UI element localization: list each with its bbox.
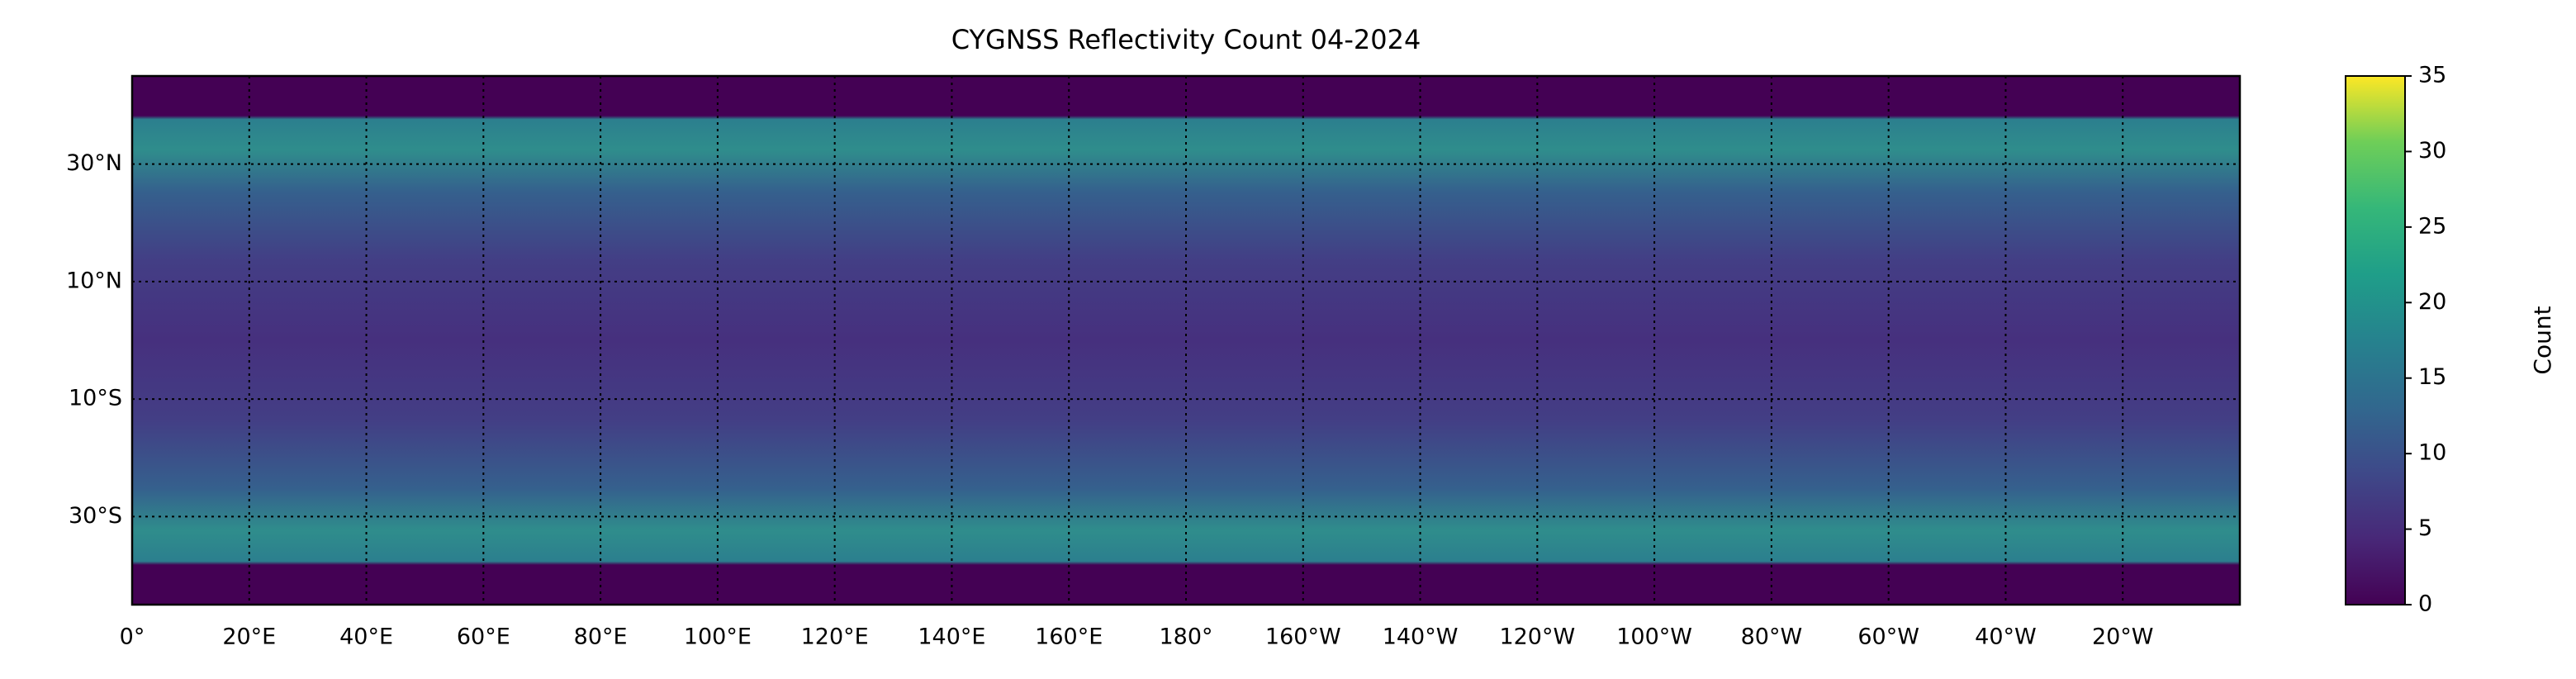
colorbar-tick-label: 10	[2418, 440, 2446, 466]
lon-tick-label: 140°W	[1383, 624, 1459, 650]
colorbar	[2345, 75, 2406, 605]
lat-tick-label: 10°S	[69, 386, 122, 411]
lon-tick-label: 120°W	[1499, 624, 1575, 650]
colorbar-tick-label: 25	[2418, 213, 2446, 239]
lon-tick-label: 0°	[120, 624, 145, 650]
lon-tick-label: 120°E	[801, 624, 869, 650]
colorbar-tick-label: 20	[2418, 289, 2446, 315]
colorbar-tick-label: 30	[2418, 138, 2446, 164]
colorbar-label: Count	[2529, 306, 2556, 374]
lon-tick-label: 40°E	[339, 624, 393, 650]
lat-tick-label: 30°N	[66, 150, 122, 176]
lon-tick-label: 60°E	[457, 624, 510, 650]
map-title: CYGNSS Reflectivity Count 04-2024	[951, 24, 1421, 55]
lon-tick-label: 160°W	[1265, 624, 1341, 650]
colorbar-tick-label: 5	[2418, 515, 2432, 541]
lat-tick-label: 10°N	[66, 268, 122, 293]
lon-tick-label: 100°E	[684, 624, 752, 650]
lon-tick-label: 140°E	[918, 624, 985, 650]
colorbar-tick-label: 15	[2418, 364, 2446, 390]
lon-tick-label: 100°W	[1616, 624, 1692, 650]
lat-tick-label: 30°S	[69, 503, 122, 529]
lon-tick-label: 80°E	[574, 624, 628, 650]
lon-tick-label: 180°	[1159, 624, 1212, 650]
lon-tick-label: 20°W	[2092, 624, 2154, 650]
lon-tick-label: 40°W	[1975, 624, 2037, 650]
map-frame	[130, 74, 2242, 606]
colorbar-tick-label: 0	[2418, 591, 2432, 617]
lon-tick-label: 160°E	[1035, 624, 1103, 650]
lon-tick-label: 80°W	[1741, 624, 1803, 650]
lon-tick-label: 60°W	[1857, 624, 1919, 650]
graticule	[131, 76, 2240, 605]
lon-tick-label: 20°E	[222, 624, 276, 650]
colorbar-tick-label: 35	[2418, 63, 2446, 88]
